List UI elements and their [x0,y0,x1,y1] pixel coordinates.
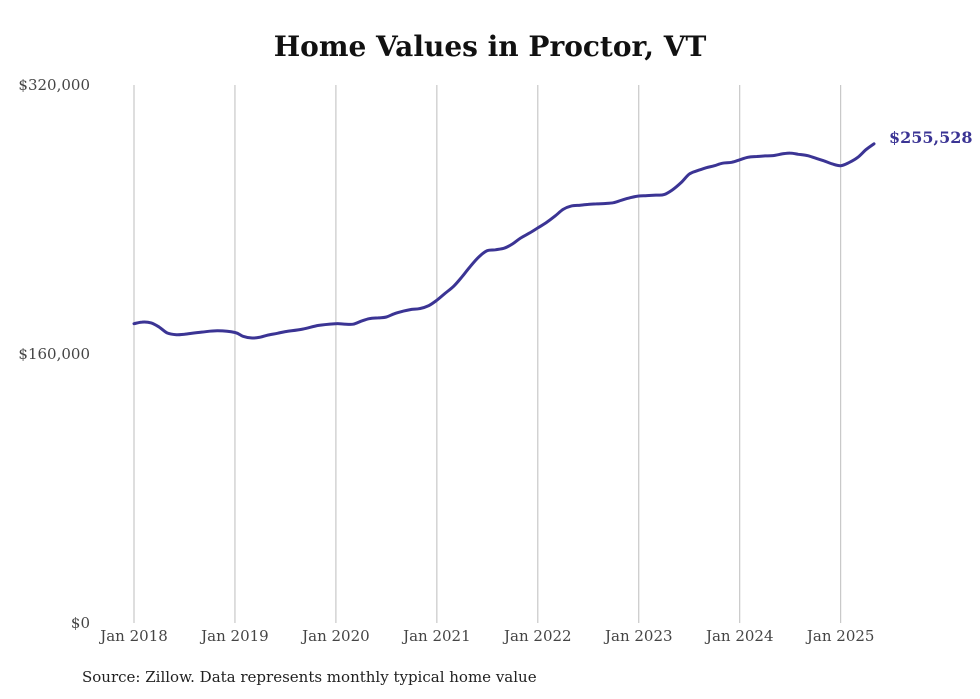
end-value-label: $255,528 [889,128,973,147]
y-tick-label: $0 [71,614,90,632]
x-tick-label: Jan 2019 [199,627,269,645]
y-axis-ticks: $0 $160,000 $320,000 [18,76,90,632]
chart-title: Home Values in Proctor, VT [273,30,707,63]
x-tick-label: Jan 2022 [502,627,572,645]
series-line-0 [132,142,876,340]
x-tick-label: Jan 2024 [704,627,774,645]
x-tick-label: Jan 2021 [401,627,471,645]
x-axis-ticks: Jan 2018 Jan 2019 Jan 2020 Jan 2021 Jan 2022… [98,627,874,645]
x-tick-label: Jan 2023 [603,627,673,645]
y-tick-label: $160,000 [18,345,90,363]
x-tick-label: Jan 2020 [300,627,370,645]
x-tick-label: Jan 2018 [98,627,168,645]
y-tick-label: $320,000 [18,76,90,94]
series-layer: $255,528 [132,128,973,340]
source-note: Source: Zillow. Data represents monthly … [82,668,537,686]
gridlines [133,85,842,623]
x-tick-label: Jan 2025 [805,627,875,645]
